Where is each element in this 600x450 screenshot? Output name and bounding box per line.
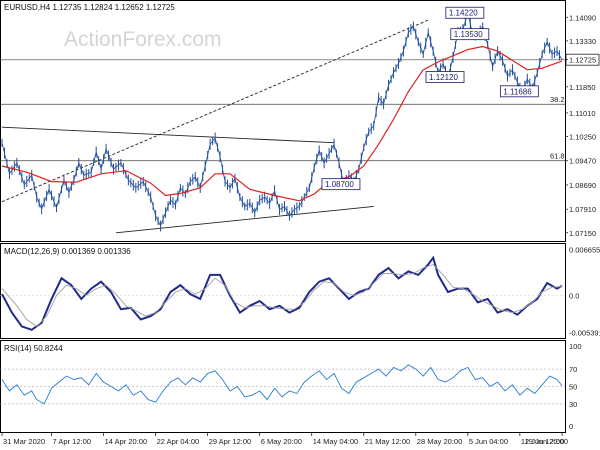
price-y-tick: 1.12725 [569, 56, 596, 65]
macd-y-tick: 0.006655 [569, 246, 600, 255]
trendline-channel-dashed [1, 19, 429, 203]
x-tick-label: 21 May 12:00 [365, 437, 410, 446]
rsi-y-tick: 30 [569, 400, 577, 409]
price-y-tick: 1.11010 [569, 109, 596, 118]
rsi-layer [0, 364, 565, 405]
price-panel-frame [0, 0, 566, 242]
price-y-tick: 1.14090 [569, 13, 596, 22]
price-annotation: 1.12120 [429, 73, 458, 82]
x-tick-label: 6 May 20:00 [261, 437, 302, 446]
rsi-y-tick: 70 [569, 365, 577, 374]
macd-series-signal [1, 263, 563, 327]
price-annotation-box [445, 6, 485, 19]
price-annotation-box [450, 28, 490, 41]
macd-y-tick: 0.0 [569, 291, 579, 300]
fib-level-label: 38.2 [550, 95, 565, 104]
price-annotation: 1.11686 [503, 87, 532, 96]
price-panel-title: EURUSD,H4 1.12735 1.12824 1.12652 1.1272… [4, 3, 175, 12]
price-annotation-box [425, 71, 465, 83]
x-tick-label: 7 Apr 12:00 [53, 437, 91, 446]
x-tick-label: 29 Apr 12:00 [209, 437, 252, 446]
axis-layer: 1.14090 1.13330 1.12725 1.11850 1.11010 1.102… [1, 13, 600, 446]
x-tick-label: 28 May 20:00 [417, 437, 462, 446]
price-annotation: 1.08700 [325, 180, 354, 189]
price-y-tick: 1.08690 [569, 181, 596, 190]
price-y-tick: 1.13330 [569, 37, 596, 46]
macd-panel-title: MACD(12,26,9) 0.001369 0.001336 [4, 247, 131, 256]
fib-level-label: 61.8 [550, 152, 565, 161]
price-annotation-box [499, 85, 539, 98]
price-y-tick: 1.10250 [569, 133, 596, 142]
rsi-series [1, 364, 563, 405]
rsi-y-tick: 0 [569, 422, 573, 431]
macd-layer [0, 255, 565, 331]
price-layer: 38.2 61.8 1.14220 1.13530 1.12120 1.11686 1.08… [0, 6, 565, 234]
price-y-tick: 1.11850 [569, 83, 596, 92]
price-annotation: 1.13530 [454, 30, 483, 39]
x-tick-label: 14 Apr 20:00 [105, 437, 148, 446]
macd-panel-frame [0, 243, 566, 339]
macd-y-tick: -0.005391 [569, 329, 600, 338]
trendline-falling-resistance [1, 126, 335, 144]
x-tick-label: 22 Apr 04:00 [157, 437, 200, 446]
x-tick-label: 19 Jun 20:00 [525, 437, 568, 446]
x-tick-label: 14 May 04:00 [313, 437, 358, 446]
rsi-y-tick: 50 [569, 383, 577, 392]
rsi-y-tick: 100 [569, 342, 582, 351]
rsi-panel-frame [0, 340, 566, 433]
price-y-tick: 1.09470 [569, 157, 596, 166]
price-y-tick: 1.07910 [569, 205, 596, 214]
price-y-tick: 1.07150 [569, 229, 596, 238]
rsi-panel-title: RSI(14) 50.8244 [4, 344, 63, 353]
price-annotation-box [321, 178, 361, 191]
trendline-rising-support [115, 205, 374, 234]
x-tick-label: 31 Mar 2020 [3, 437, 45, 446]
x-tick-label: 5 Jun 04:00 [469, 437, 508, 446]
watermark-text: ActionForex.com [64, 28, 222, 51]
x-tick-label: 12 Jun 12:00 [521, 437, 564, 446]
price-annotation: 1.14220 [449, 9, 478, 18]
